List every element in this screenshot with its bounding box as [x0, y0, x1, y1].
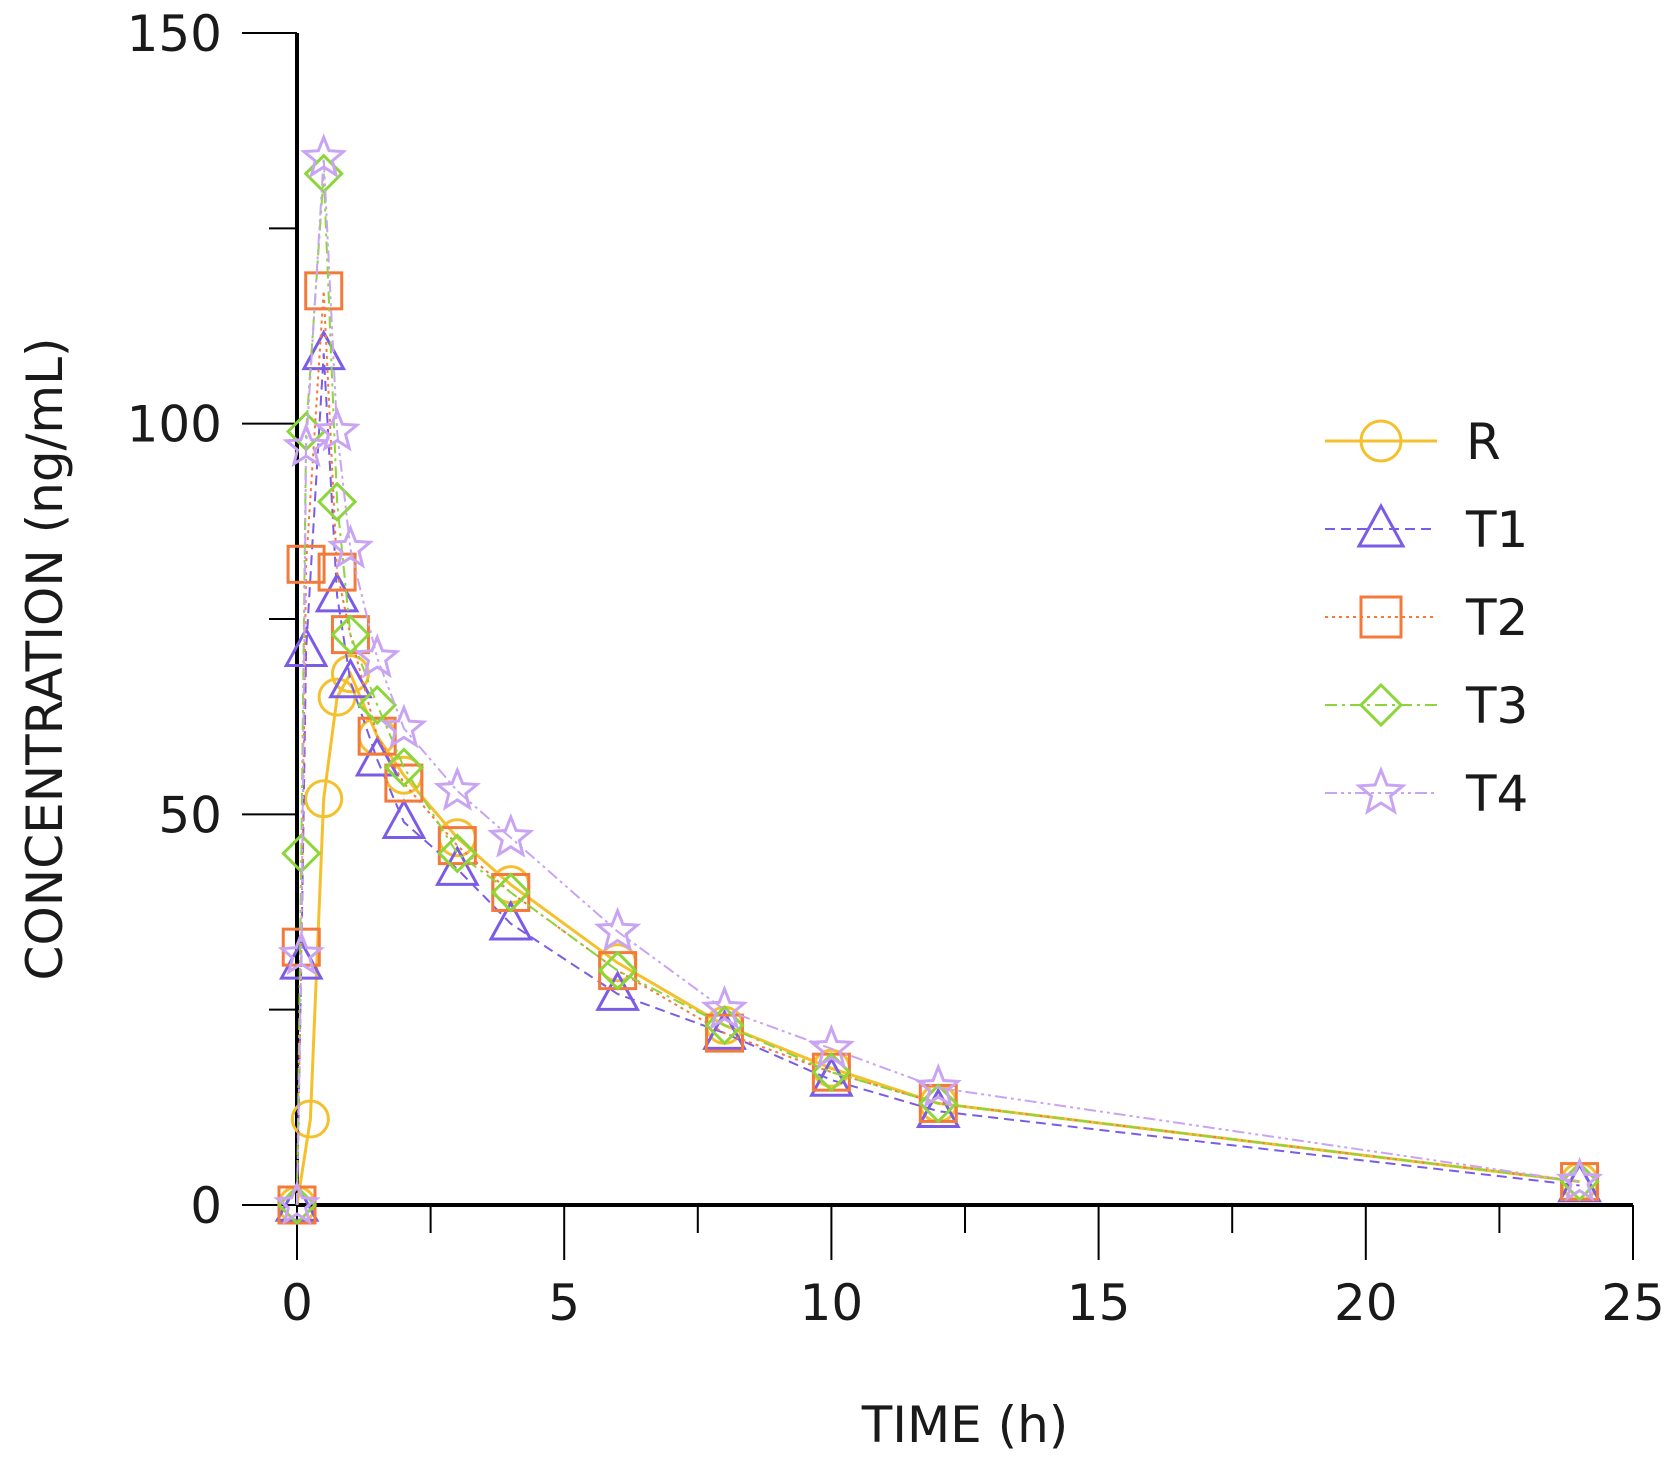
y-tick-label: 50: [158, 786, 222, 844]
data-point-triangle: [595, 970, 640, 1011]
data-point-diamond: [316, 481, 358, 522]
legend-label: R: [1466, 413, 1501, 471]
data-point-circle: [1359, 419, 1403, 463]
axes: 0 50 100 150 0 5 10 15 20 25: [127, 5, 1665, 1332]
legend-label: T2: [1465, 589, 1528, 647]
data-point-star: [282, 422, 330, 468]
data-point-square: [437, 826, 477, 866]
data-point-star: [380, 703, 428, 749]
x-tick-label: 20: [1334, 1274, 1398, 1332]
data-point-triangle: [301, 329, 347, 371]
legend-item-r: R: [1325, 413, 1501, 471]
data-point-diamond: [490, 872, 531, 913]
data-point-triangle: [434, 845, 480, 886]
data-point-star: [1555, 1156, 1604, 1202]
data-point-diamond: [597, 950, 638, 991]
series-line-t1: [296, 353, 1580, 1206]
y-tick-label: 100: [127, 396, 222, 454]
data-point-star: [277, 930, 325, 976]
data-point-star: [313, 406, 361, 452]
data-point-star: [914, 1063, 962, 1108]
legend-item-t4: T4: [1325, 765, 1528, 823]
data-point-triangle: [354, 735, 400, 777]
data-point-star: [487, 813, 535, 858]
data-point-triangle: [328, 657, 373, 699]
x-tick-label: 5: [548, 1274, 580, 1332]
data-point-star: [300, 133, 348, 179]
x-tick-label: 15: [1067, 1274, 1131, 1332]
data-point-triangle: [381, 798, 427, 839]
data-point-star: [807, 1023, 856, 1069]
legend-item-t3: T3: [1325, 677, 1528, 735]
y-tick-label: 0: [190, 1177, 222, 1235]
data-point-star: [353, 633, 401, 679]
series-line-t3: [296, 173, 1580, 1206]
data-point-diamond: [357, 684, 398, 726]
data-point-circle: [290, 1099, 330, 1139]
data-point-triangle: [915, 1087, 961, 1129]
data-point-square: [317, 552, 357, 592]
legend-label: T3: [1465, 677, 1528, 735]
series-line-t4: [296, 157, 1580, 1206]
data-point-triangle: [809, 1056, 854, 1097]
series-line-t2: [296, 290, 1580, 1206]
x-tick-label: 10: [800, 1274, 864, 1332]
data-point-diamond: [383, 747, 425, 788]
data-point-triangle: [1356, 502, 1406, 548]
legend-item-t2: T2: [1325, 589, 1528, 647]
y-tick-label: 150: [127, 5, 222, 63]
data-point-star: [433, 766, 481, 811]
data-point-diamond: [437, 833, 478, 874]
series-t1: [274, 329, 1602, 1222]
data-point-square: [1359, 595, 1403, 639]
x-tick-label: 25: [1601, 1274, 1665, 1332]
data-point-star: [594, 906, 642, 952]
data-point-triangle: [283, 626, 329, 668]
data-point-circle: [304, 779, 344, 819]
x-axis-title: TIME (h): [861, 1396, 1069, 1454]
data-point-square: [304, 271, 344, 311]
legend-label: T4: [1465, 765, 1528, 823]
legend-item-t1: T1: [1325, 501, 1528, 559]
x-tick-label: 0: [281, 1274, 313, 1332]
series-r: [277, 654, 1600, 1225]
data-point-triangle: [274, 1181, 320, 1222]
series-t4: [273, 133, 1604, 1225]
data-point-star: [1355, 765, 1407, 815]
series-t3: [276, 153, 1600, 1226]
data-point-diamond: [330, 614, 371, 655]
data-point-star: [273, 1180, 321, 1225]
y-axis-title: CONCENTRATION (ng/mL): [16, 338, 74, 981]
data-point-diamond: [303, 153, 344, 194]
data-point-diamond: [1358, 682, 1404, 728]
data-point-diamond: [704, 1005, 745, 1046]
legend-label: T1: [1465, 501, 1528, 559]
data-point-star: [700, 984, 749, 1030]
data-point-square: [286, 544, 326, 584]
data-point-diamond: [918, 1083, 959, 1124]
data-point-star: [326, 523, 374, 569]
series-t2: [277, 271, 1600, 1225]
data-point-triangle: [488, 899, 534, 941]
series-layer: [273, 133, 1604, 1226]
legend: R T1 T2 T3 T4: [1325, 413, 1528, 823]
data-point-square: [384, 763, 424, 803]
